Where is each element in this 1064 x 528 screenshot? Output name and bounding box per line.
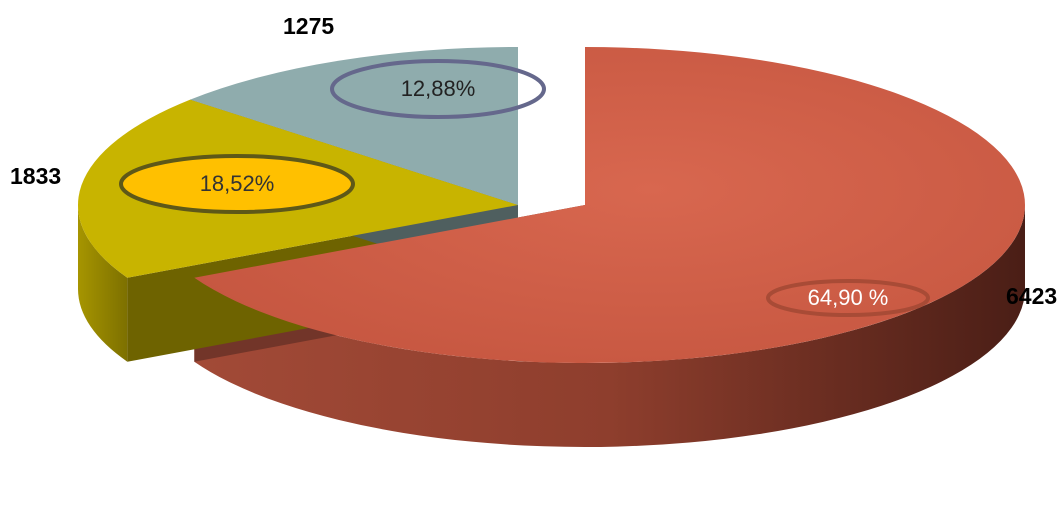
slice-side-wall: [78, 205, 128, 362]
slice-value-label: 6423: [1006, 283, 1057, 309]
pie-slice-2: [190, 47, 519, 205]
percent-badge: [119, 154, 355, 214]
slice-value-label: 1275: [283, 13, 334, 39]
slice-percent-label: 18,52%: [200, 171, 275, 196]
percent-badge: [330, 59, 546, 119]
slice-labels: 6423 64,90 % 1833 18,52% 1275 12,88%: [10, 13, 1057, 317]
percent-badge: [766, 279, 930, 317]
slice-percent-label: 64,90 %: [808, 285, 889, 310]
slice-value-label: 1833: [10, 163, 61, 189]
slice-side-wall: [194, 205, 1025, 447]
slice-percent-label: 12,88%: [401, 76, 476, 101]
